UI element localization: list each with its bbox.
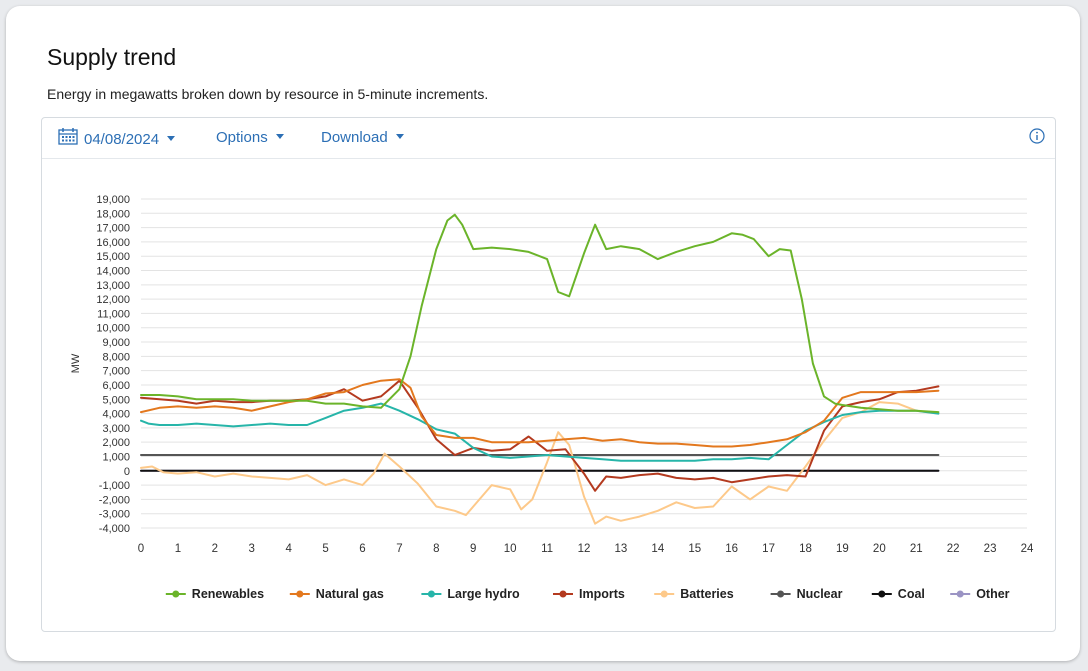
- x-tick-label: 1: [175, 543, 181, 555]
- y-tick-label: 8,000: [102, 351, 130, 363]
- legend-marker-dot-imports: [559, 590, 567, 598]
- legend-marker-dot-other: [956, 590, 964, 598]
- y-tick-label: 17,000: [96, 223, 130, 235]
- legend-item-large-hydro: Large hydro: [447, 587, 520, 601]
- x-tick-label: 13: [615, 543, 628, 555]
- x-tick-label: 19: [836, 543, 849, 555]
- x-tick-label: 17: [762, 543, 775, 555]
- y-tick-label: -2,000: [99, 494, 130, 506]
- legend-marker-dot-nuclear: [777, 590, 785, 598]
- y-tick-label: 18,000: [96, 208, 130, 220]
- options-dropdown[interactable]: Options: [216, 129, 284, 146]
- legend-item-renewables: Renewables: [192, 587, 264, 601]
- y-tick-label: 19,000: [96, 194, 130, 206]
- options-label: Options: [216, 129, 268, 146]
- y-axis-label: MW: [70, 353, 82, 373]
- x-tick-label: 22: [947, 543, 960, 555]
- y-tick-label: 13,000: [96, 280, 130, 292]
- x-tick-label: 21: [910, 543, 923, 555]
- download-dropdown[interactable]: Download: [321, 129, 404, 146]
- chevron-down-icon: [167, 135, 176, 141]
- chevron-down-icon: [395, 133, 404, 139]
- calendar-icon: [58, 127, 78, 149]
- y-tick-label: -3,000: [99, 509, 130, 521]
- y-tick-label: 6,000: [102, 380, 130, 392]
- page-subtitle: Energy in megawatts broken down by resou…: [47, 86, 489, 102]
- y-tick-label: 5,000: [102, 394, 130, 406]
- y-tick-label: 4,000: [102, 409, 130, 421]
- series-line-imports: [140, 379, 940, 492]
- y-tick-label: 15,000: [96, 251, 130, 263]
- chevron-down-icon: [275, 133, 284, 139]
- y-tick-label: 11,000: [97, 308, 130, 320]
- y-tick-label: 2,000: [102, 437, 130, 449]
- legend-marker-dot-coal: [878, 590, 886, 598]
- x-tick-label: 16: [725, 543, 738, 555]
- x-tick-label: 8: [433, 543, 439, 555]
- legend-item-natural-gas: Natural gas: [316, 587, 384, 601]
- chart-toolbar: 04/08/2024 Options Download: [42, 118, 1055, 159]
- legend-item-other: Other: [976, 587, 1009, 601]
- series-line-large-hydro: [140, 402, 940, 462]
- legend-item-coal: Coal: [898, 587, 925, 601]
- y-tick-label: 0: [124, 466, 130, 478]
- x-tick-label: 23: [984, 543, 997, 555]
- legend-marker-dot-renewables: [172, 590, 180, 598]
- download-label: Download: [321, 129, 388, 146]
- x-tick-label: 6: [359, 543, 365, 555]
- x-tick-label: 0: [138, 543, 144, 555]
- y-tick-label: -4,000: [99, 523, 130, 535]
- legend-item-nuclear: Nuclear: [797, 587, 843, 601]
- page-title: Supply trend: [47, 44, 177, 70]
- info-icon[interactable]: [1029, 128, 1045, 144]
- date-label: 04/08/2024: [84, 130, 160, 148]
- y-tick-label: 16,000: [96, 237, 130, 249]
- x-tick-label: 2: [212, 543, 218, 555]
- date-picker[interactable]: 04/08/2024: [58, 127, 176, 151]
- y-tick-label: 1,000: [102, 451, 130, 463]
- legend-marker-dot-large-hydro: [427, 590, 435, 598]
- x-tick-label: 18: [799, 543, 812, 555]
- x-tick-label: 5: [322, 543, 328, 555]
- x-tick-label: 9: [470, 543, 476, 555]
- x-tick-label: 10: [504, 543, 517, 555]
- x-tick-label: 11: [541, 543, 553, 555]
- series-line-renewables: [140, 213, 940, 414]
- x-tick-label: 14: [651, 543, 664, 555]
- series-line-batteries: [140, 401, 940, 525]
- x-tick-label: 4: [285, 543, 292, 555]
- y-tick-label: 9,000: [102, 337, 130, 349]
- y-tick-label: 14,000: [96, 266, 130, 278]
- y-tick-label: -1,000: [99, 480, 130, 492]
- x-tick-label: 24: [1021, 543, 1034, 555]
- x-tick-label: 15: [688, 543, 701, 555]
- x-tick-label: 3: [249, 543, 255, 555]
- chart-panel: 04/08/2024 Options Download: [41, 117, 1056, 632]
- y-tick-label: 7,000: [102, 366, 130, 378]
- y-tick-label: 10,000: [96, 323, 130, 335]
- x-tick-label: 20: [873, 543, 886, 555]
- legend-item-batteries: Batteries: [680, 587, 734, 601]
- x-tick-label: 12: [578, 543, 591, 555]
- legend-marker-dot-natural-gas: [296, 590, 304, 598]
- y-tick-label: 3,000: [102, 423, 130, 435]
- legend-marker-dot-batteries: [660, 590, 668, 598]
- y-tick-label: 12,000: [96, 294, 130, 306]
- legend-item-imports: Imports: [579, 587, 625, 601]
- series-line-natural-gas: [140, 378, 940, 448]
- x-tick-label: 7: [396, 543, 402, 555]
